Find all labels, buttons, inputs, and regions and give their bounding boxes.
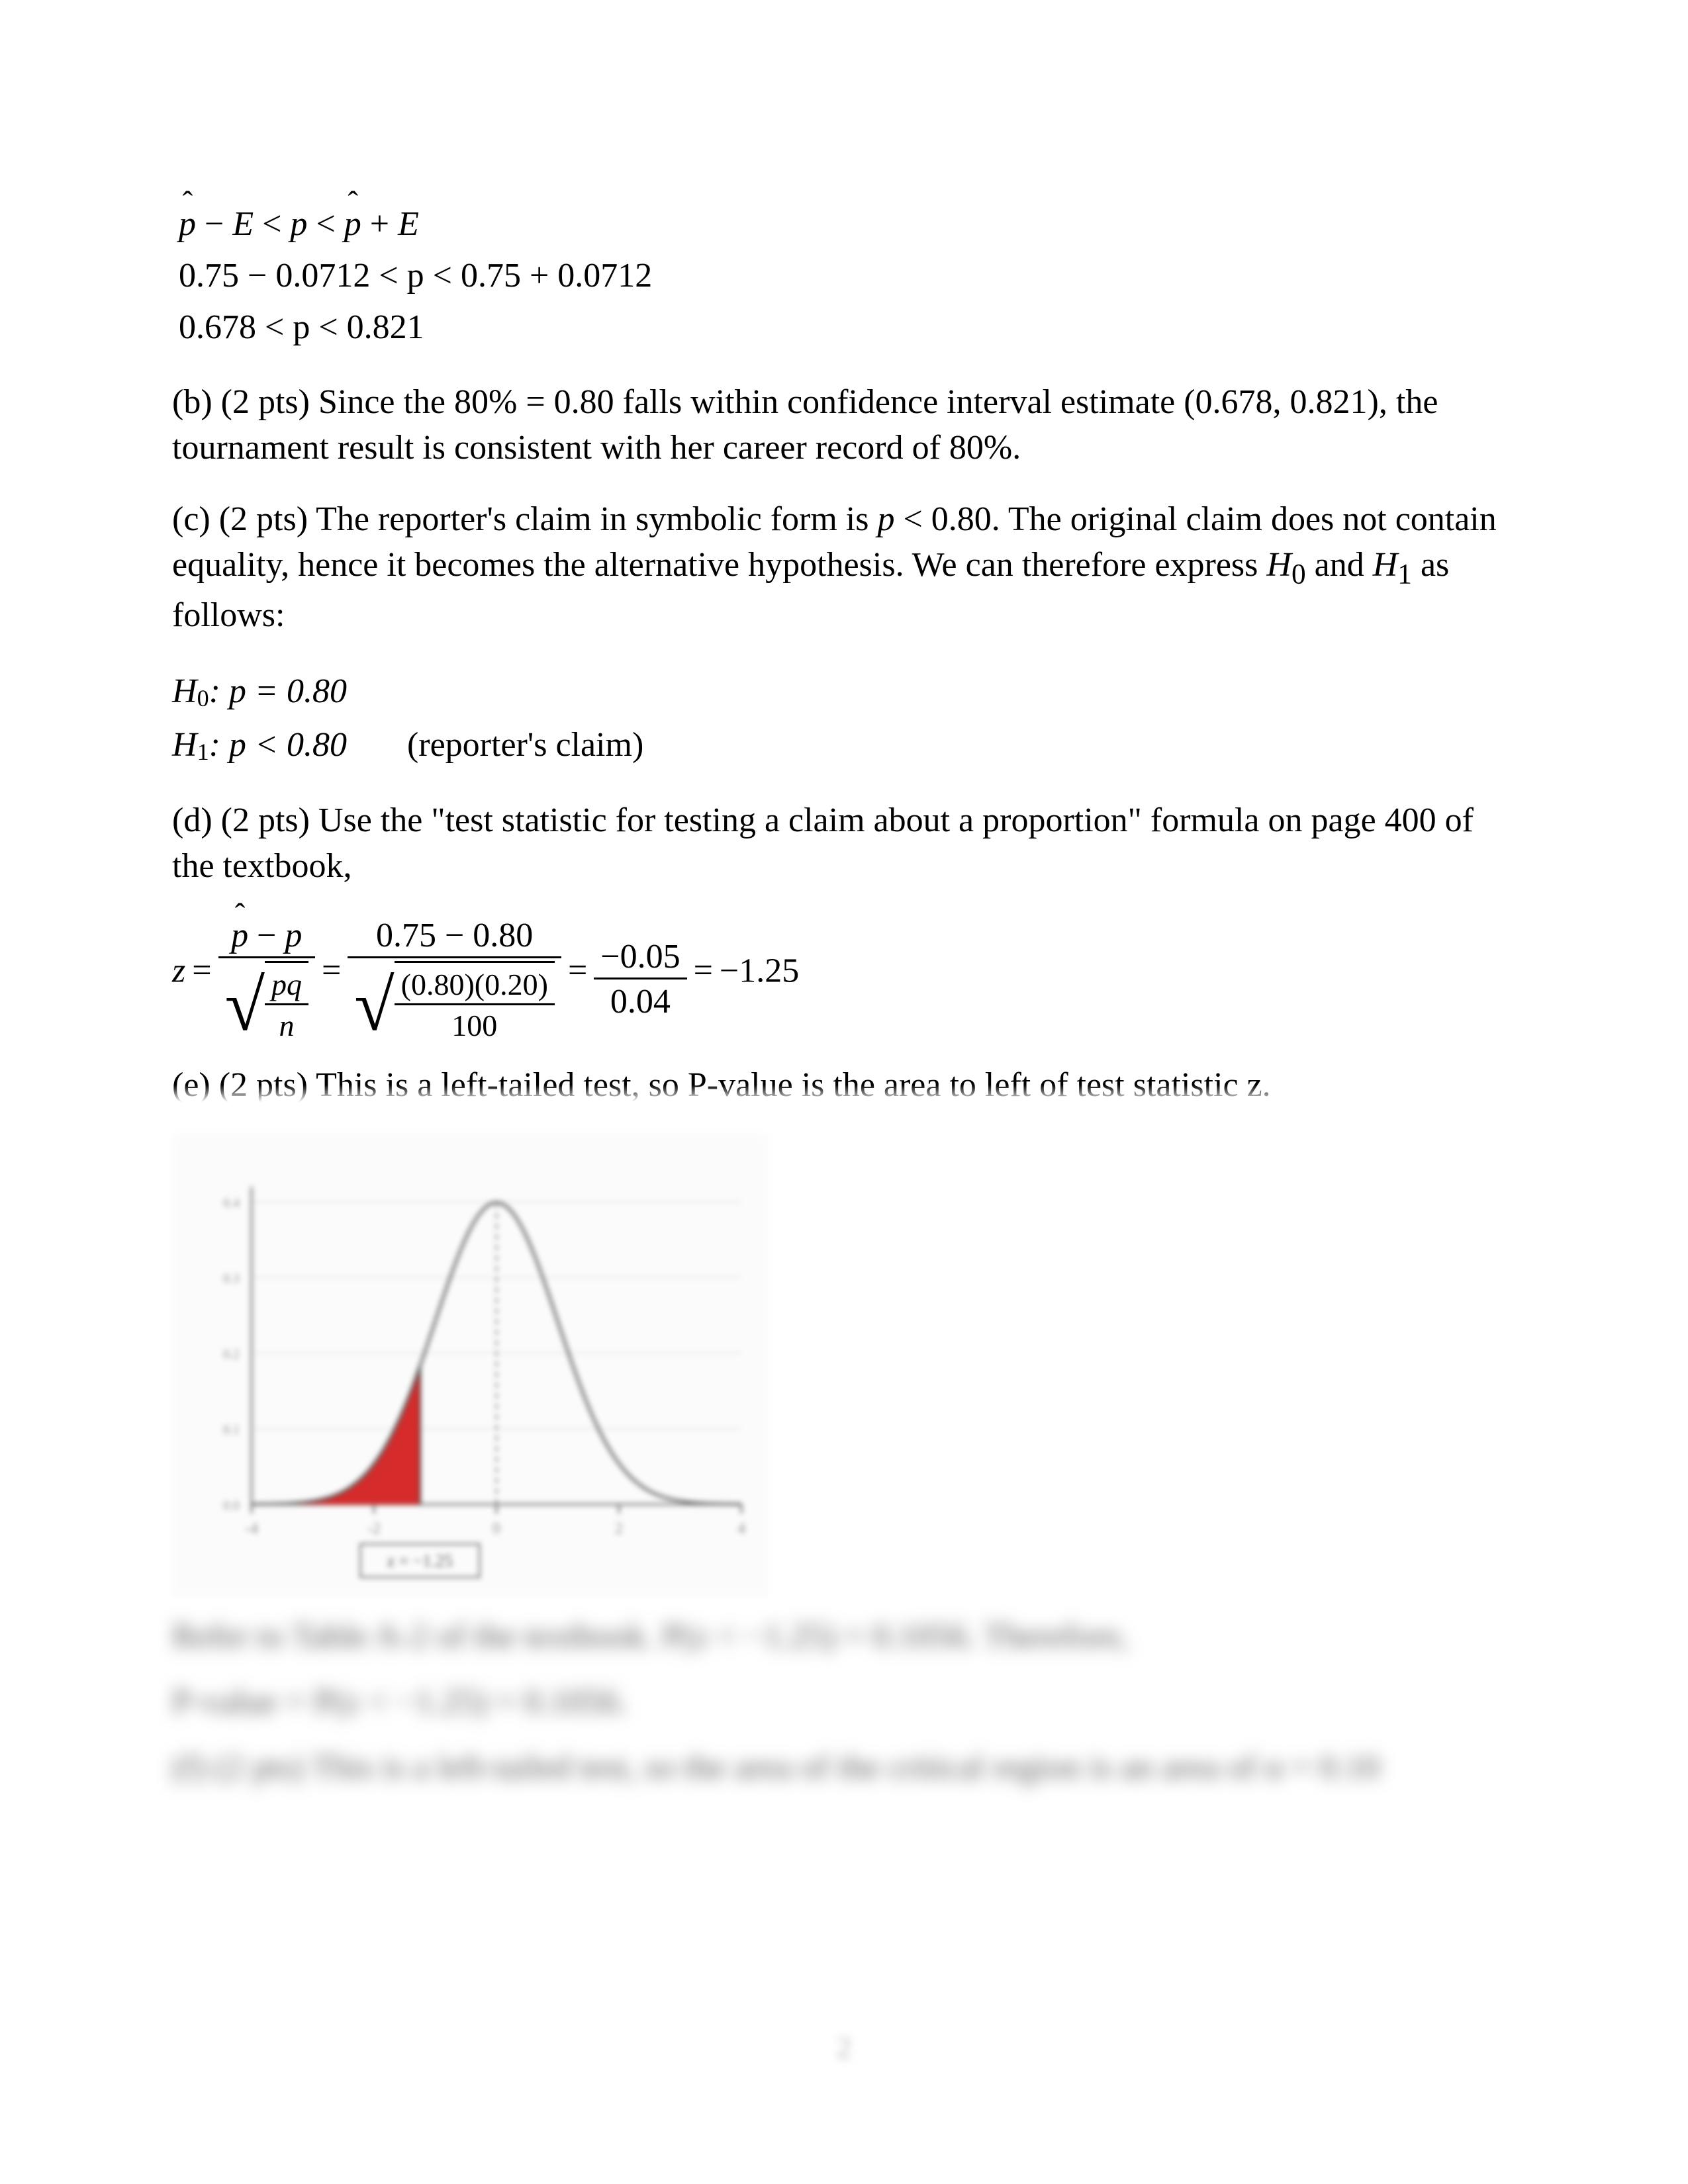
svg-text:4: 4 — [737, 1520, 745, 1537]
svg-text:0.2: 0.2 — [223, 1347, 240, 1362]
normal-curve-svg: 0.0 0.1 0.2 0.3 0.4 -4 -2 0 2 4 z = −1.25 — [172, 1134, 768, 1597]
paragraph-b: (b) (2 pts) Since the 80% = 0.80 falls w… — [172, 380, 1516, 471]
svg-text:z = −1.25: z = −1.25 — [387, 1551, 453, 1570]
svg-text:2: 2 — [615, 1520, 623, 1537]
ci-line-1: p − E < p < p + E — [179, 199, 1516, 250]
svg-text:0.4: 0.4 — [223, 1196, 240, 1210]
z-formula: z=p − p√pqn=0.75 − 0.80√(0.80)(0.20)100=… — [172, 916, 1516, 1043]
page-number: 2 — [0, 2030, 1688, 2065]
svg-text:0.1: 0.1 — [223, 1423, 240, 1437]
svg-text:-2: -2 — [367, 1520, 381, 1537]
blurred-line-3: (f) (2 pts) This is a left-tailed test, … — [172, 1748, 1516, 1787]
svg-text:0: 0 — [492, 1520, 500, 1537]
blurred-line-2: P-value = P(z < −1.25) = 0.1056. — [172, 1682, 1516, 1721]
paragraph-e-cutoff: (e) (2 pts) This is a left-tailed test, … — [172, 1063, 1516, 1108]
normal-curve-chart: 0.0 0.1 0.2 0.3 0.4 -4 -2 0 2 4 z = −1.25 — [172, 1134, 768, 1597]
paragraph-c: (c) (2 pts) The reporter's claim in symb… — [172, 497, 1516, 639]
svg-text:0.3: 0.3 — [223, 1271, 240, 1286]
svg-text:0.0: 0.0 — [223, 1498, 240, 1513]
null-hypothesis: H0: p = 0.80 — [172, 665, 1516, 719]
hypotheses-block: H0: p = 0.80 H1: p < 0.80 (reporter's cl… — [172, 665, 1516, 772]
paragraph-d: (d) (2 pts) Use the "test statistic for … — [172, 798, 1516, 889]
svg-text:-4: -4 — [245, 1520, 258, 1537]
confidence-interval-block: p − E < p < p + E 0.75 − 0.0712 < p < 0.… — [172, 199, 1516, 353]
alt-hypothesis: H1: p < 0.80 (reporter's claim) — [172, 719, 1516, 772]
ci-line-2: 0.75 − 0.0712 < p < 0.75 + 0.0712 — [179, 250, 1516, 302]
blurred-line-1: Refer to Table A-2 of the textbook. P(z … — [172, 1617, 1516, 1656]
document-page: p − E < p < p + E 0.75 − 0.0712 < p < 0.… — [0, 0, 1688, 2184]
ci-line-3: 0.678 < p < 0.821 — [179, 302, 1516, 353]
